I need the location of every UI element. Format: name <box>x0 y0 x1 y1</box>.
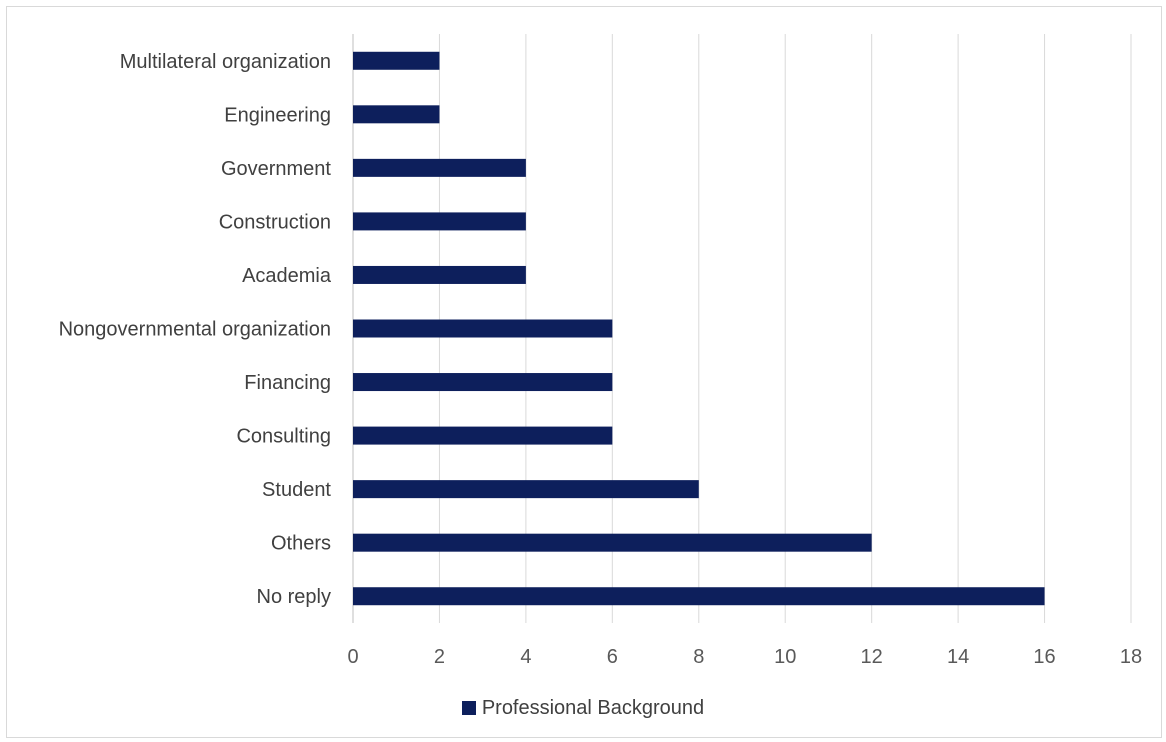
bar <box>353 373 613 392</box>
gridlines <box>352 34 1132 623</box>
x-tick-label: 18 <box>1120 646 1142 668</box>
legend-label: Professional Background <box>481 696 705 719</box>
category-labels: No reply Others Student Consulting Financing… <box>59 51 332 608</box>
x-tick-label: 0 <box>347 646 358 668</box>
x-tick-label: 12 <box>861 646 883 668</box>
bar <box>353 51 440 70</box>
category-label: No reply <box>257 586 331 608</box>
bar <box>353 212 526 231</box>
bar <box>353 587 1045 606</box>
bar <box>353 265 526 284</box>
category-label: Nongovernmental organization <box>59 319 331 341</box>
x-tick-labels: 0 2 4 6 8 10 12 14 16 18 <box>347 646 1142 668</box>
x-tick-label: 8 <box>693 646 704 668</box>
category-label: Academia <box>242 265 332 287</box>
x-tick-label: 2 <box>434 646 445 668</box>
category-label: Engineering <box>224 104 331 126</box>
chart-frame <box>6 6 1162 738</box>
bar <box>353 533 872 552</box>
x-tick-label: 10 <box>774 646 796 668</box>
x-tick-label: 6 <box>607 646 618 668</box>
bar <box>353 105 440 124</box>
category-label: Student <box>262 479 331 501</box>
x-tick-label: 14 <box>947 646 969 668</box>
category-label: Government <box>221 158 331 180</box>
bar <box>353 426 613 445</box>
bar <box>353 319 613 338</box>
category-label: Construction <box>219 211 331 233</box>
bar <box>353 158 526 177</box>
category-label: Financing <box>244 372 331 394</box>
category-label: Others <box>271 533 331 555</box>
legend-swatch <box>461 701 476 715</box>
bar <box>353 480 699 499</box>
category-label: Multilateral organization <box>120 51 331 73</box>
category-label: Consulting <box>236 426 331 448</box>
x-tick-label: 4 <box>520 646 531 668</box>
legend: Professional Background <box>0 694 1166 722</box>
bars <box>353 51 1045 606</box>
x-tick-label: 16 <box>1033 646 1055 668</box>
